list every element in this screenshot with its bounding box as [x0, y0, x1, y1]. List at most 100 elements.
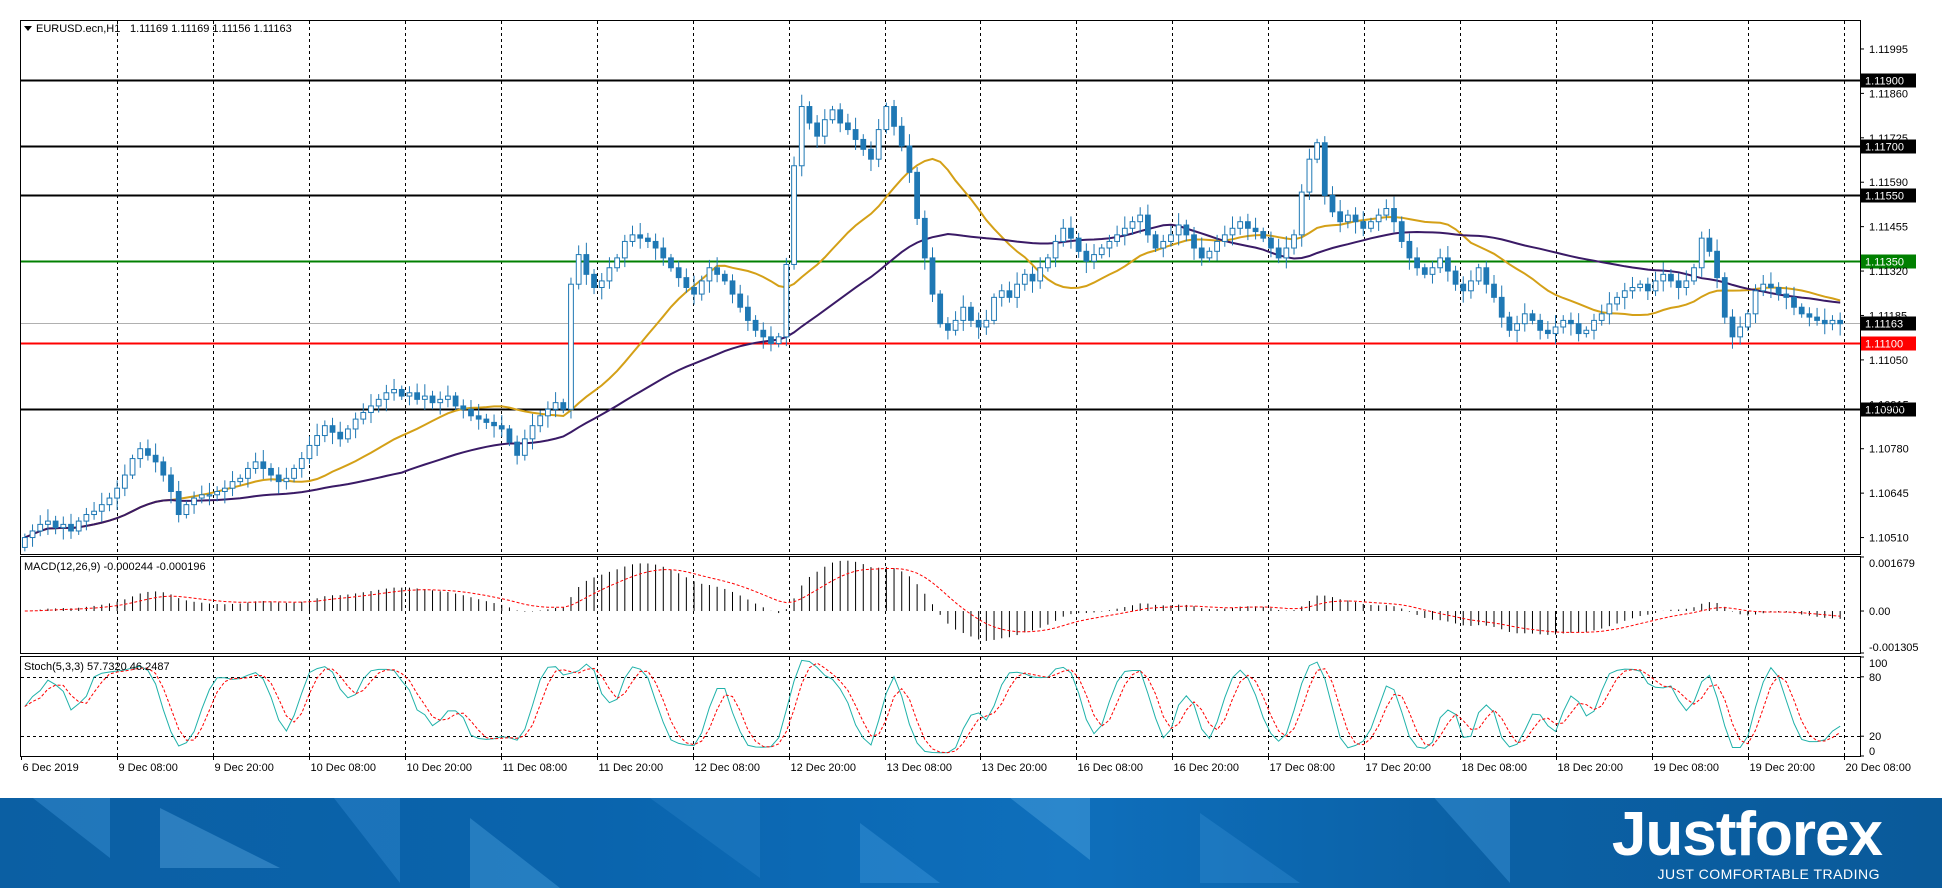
candle-body [960, 306, 967, 321]
price-tick-label: 1.11725 [1869, 133, 1908, 145]
candle-body [91, 510, 97, 516]
stoch-tick-label: 80 [1869, 672, 1881, 684]
stoch-tick-label: 0 [1869, 746, 1875, 758]
candle-body [1483, 267, 1490, 285]
candle-body [975, 319, 982, 328]
macd-tick-label: 0.00 [1869, 606, 1890, 618]
candle-body [1137, 214, 1144, 223]
candle-body [175, 490, 182, 516]
x-tick-label: 12 Dec 20:00 [791, 762, 856, 774]
candle-body [1729, 316, 1736, 338]
candle-body [1091, 254, 1097, 262]
candle-body [1806, 313, 1813, 318]
candle-body [914, 171, 921, 219]
price-tick-label: 1.11050 [1869, 355, 1908, 367]
ohlc-readout: 1.11169 1.11169 1.11156 1.11163 [130, 23, 292, 35]
candle-body [260, 461, 267, 469]
price-tick-label: 1.10645 [1869, 488, 1909, 500]
candle-body [83, 514, 90, 522]
candle-body [1591, 319, 1597, 331]
candle-body [1783, 293, 1790, 298]
candle-body [1006, 290, 1013, 298]
candle-body [1068, 227, 1074, 239]
current-price-tag [1861, 316, 1916, 331]
candle-body [75, 520, 82, 532]
level-tag-label: 1.11350 [1865, 257, 1904, 269]
candle-body [1260, 231, 1267, 239]
stoch-label: Stoch(5,3,3) 57.7320 46.2487 [24, 661, 170, 673]
x-tick-label: 17 Dec 08:00 [1270, 762, 1335, 774]
candle-body [191, 497, 197, 506]
candle-body [29, 530, 36, 539]
candle-body [1306, 158, 1313, 193]
candle-body [1506, 316, 1513, 331]
candle-body [1244, 221, 1251, 229]
candle-body [98, 504, 105, 512]
candle-body [483, 418, 490, 423]
candle-body [1021, 273, 1028, 285]
candle-body [606, 267, 613, 282]
candle-body [1368, 221, 1374, 229]
macd-tick-label: -0.001305 [1869, 642, 1919, 654]
candle-body [1275, 247, 1282, 259]
candle-body [1321, 142, 1328, 196]
candle-body [1744, 313, 1751, 328]
candle-body [629, 234, 636, 242]
time-axis: 6 Dec 2019 9 Dec 08:00 9 Dec 20:00 10 Dec 0… [21, 756, 1911, 774]
candle-body [321, 425, 328, 437]
symbol-label: EURUSD.ecn,H1 [36, 23, 120, 35]
candle-body [898, 125, 905, 147]
candle-body [906, 145, 913, 173]
candle-body [1252, 227, 1259, 233]
candle-body [68, 523, 74, 532]
candle-body [1237, 221, 1244, 229]
candle-body [598, 280, 605, 288]
candle-body [198, 494, 205, 499]
price-tick-label: 1.10915 [1869, 399, 1909, 411]
candle-body [1721, 277, 1728, 318]
candle-body [498, 425, 505, 430]
candle-body [268, 467, 274, 476]
candle-body [1168, 234, 1174, 242]
candle-body [1337, 211, 1344, 223]
symbol-dropdown-icon[interactable] [24, 26, 32, 31]
brand-tagline: JUST COMFORTABLE TRADING [1657, 866, 1880, 882]
candle-body [1460, 283, 1467, 292]
candle-body [652, 240, 659, 249]
candle-body [1098, 247, 1105, 256]
candle-body [1637, 283, 1644, 288]
price-tick-label: 1.11590 [1869, 177, 1908, 189]
candle-body [929, 257, 936, 295]
candle-body [291, 467, 297, 479]
x-tick-label: 6 Dec 2019 [23, 762, 79, 774]
level-tag [1861, 254, 1916, 269]
candle-body [806, 106, 813, 124]
candle-body [883, 106, 890, 131]
price-axis: 1.11995 1.11860 1.11725 1.11590 1.11455 1.113… [1860, 44, 1909, 545]
level-tag [1861, 336, 1916, 351]
level-tag [1861, 73, 1916, 88]
stochastic-indicator: 100 80 20 0 [21, 656, 1887, 758]
candle-body [891, 106, 897, 127]
candle-body [145, 448, 151, 456]
candle-body [114, 487, 121, 499]
candle-body [991, 296, 997, 321]
candle-body [275, 474, 282, 483]
candle-body [668, 257, 674, 269]
candle-body [1391, 208, 1397, 223]
candle-body [1452, 270, 1459, 285]
candle-body [637, 234, 644, 239]
candle-body [729, 280, 736, 295]
candle-body [1629, 287, 1636, 292]
candle-body [421, 395, 428, 400]
candle-body [1291, 234, 1297, 249]
candle-body [706, 267, 713, 282]
candle-body [752, 319, 759, 331]
price-tick-label: 1.11185 [1869, 310, 1907, 322]
candle-body [521, 438, 528, 456]
candle-body [468, 408, 474, 417]
candle-body [1644, 283, 1651, 292]
level-tag-label: 1.11550 [1865, 191, 1904, 203]
candle-body [437, 398, 444, 404]
candle-body [660, 247, 667, 259]
